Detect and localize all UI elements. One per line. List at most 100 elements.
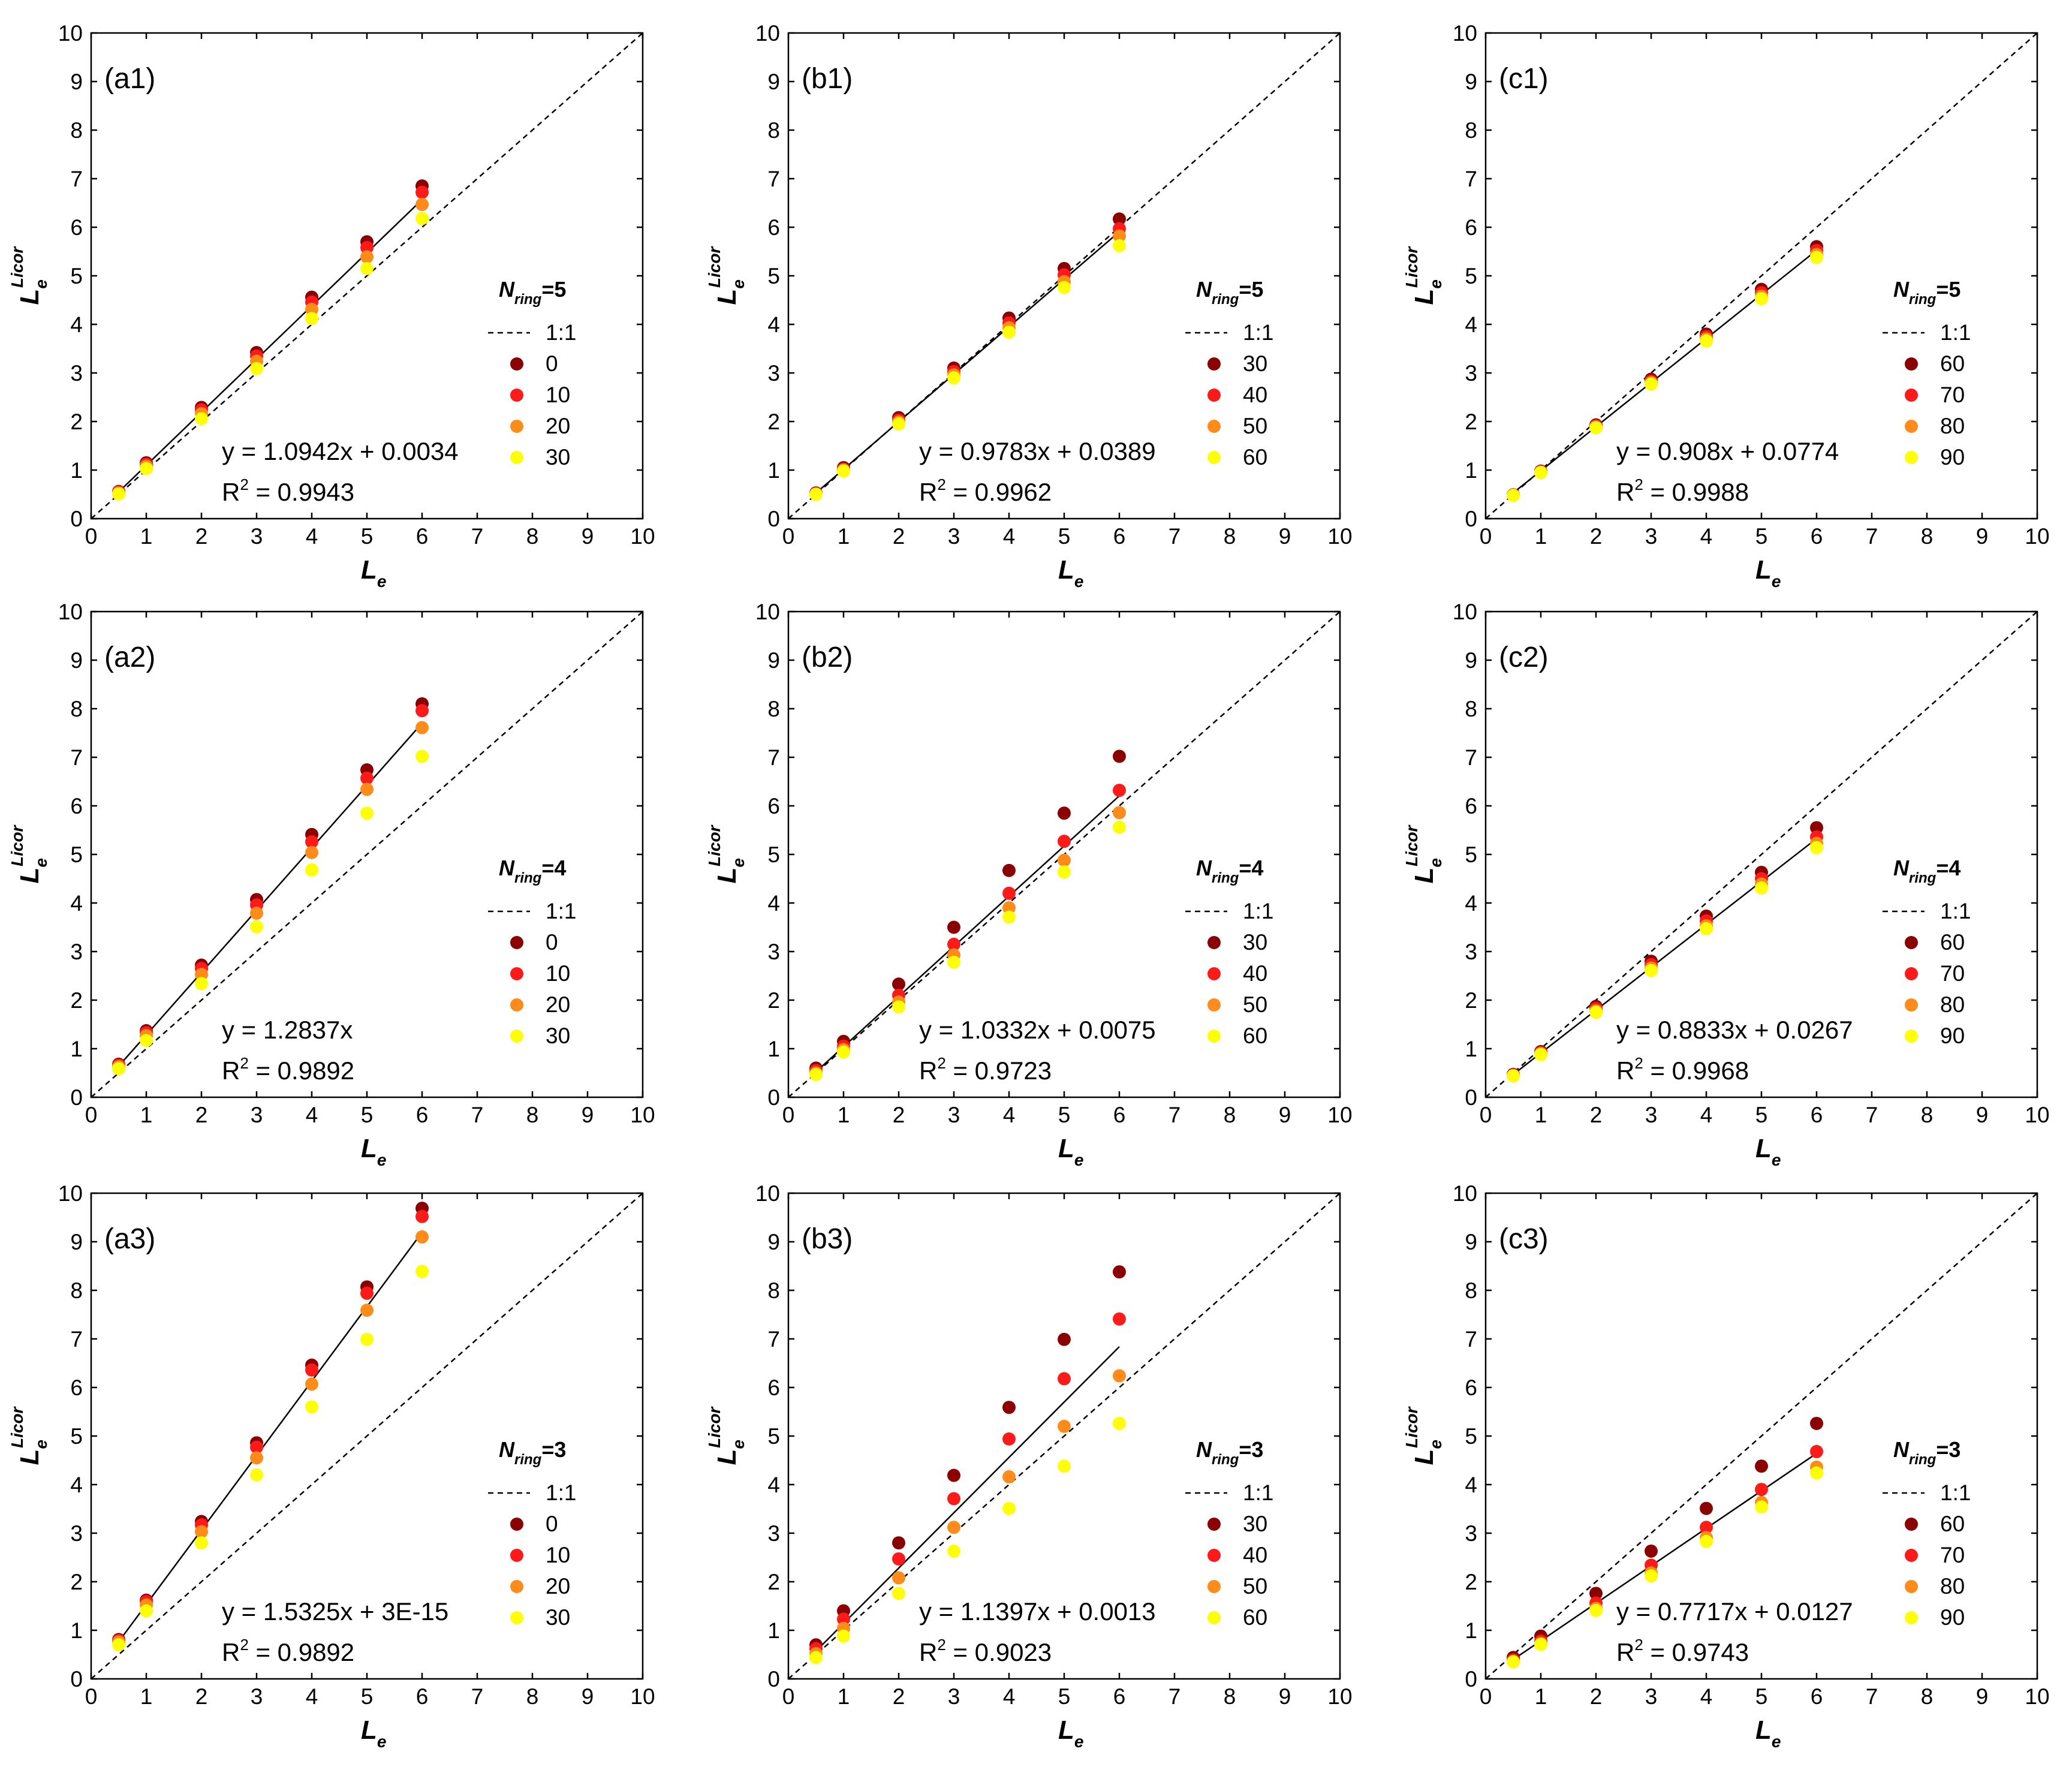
legend-identity-label: 1:1 [1940, 320, 1971, 345]
legend-marker-30 [510, 1030, 523, 1043]
x-axis-label: Le [1058, 555, 1083, 591]
x-tick-label: 1 [838, 524, 850, 549]
x-tick-label: 8 [1921, 1684, 1934, 1709]
legend-label: 20 [546, 992, 570, 1017]
x-tick-label: 8 [1921, 524, 1934, 549]
x-tick-label: 2 [1590, 1103, 1603, 1127]
y-axis-label-main: L [15, 868, 44, 884]
data-point-90 [1645, 964, 1658, 977]
data-point-30 [360, 806, 374, 820]
x-tick-label: 8 [1224, 1684, 1236, 1709]
data-point-40 [1002, 1432, 1016, 1446]
x-tick-label: 0 [1480, 1103, 1492, 1127]
x-axis-label-main: L [361, 1134, 377, 1163]
fit-r2-exponent: 2 [1634, 475, 1643, 493]
x-tick-label: 9 [1279, 524, 1291, 549]
legend-title-main: N [499, 277, 515, 302]
x-tick-label: 9 [1976, 524, 1989, 549]
y-tick-label: 7 [70, 745, 83, 770]
fit-equation: y = 0.908x + 0.0774 [1616, 437, 1839, 465]
x-axis-label-main: L [1058, 555, 1074, 585]
y-tick-label: 1 [1465, 1618, 1477, 1643]
fit-r2: R2 = 0.9743 [1616, 1636, 1749, 1666]
fit-equation: y = 1.0332x + 0.0075 [919, 1016, 1156, 1044]
x-tick-label: 7 [1866, 524, 1878, 549]
x-axis-label-sub: e [377, 1151, 387, 1169]
x-axis-label: Le [1755, 1715, 1781, 1751]
data-point-10 [415, 704, 429, 717]
data-point-90 [1507, 489, 1520, 502]
y-axis-label-sub: e [729, 279, 748, 289]
y-tick-label: 1 [767, 1037, 780, 1061]
legend-title-main: N [499, 1437, 515, 1462]
data-point-40 [1113, 1313, 1126, 1326]
data-point-20 [250, 1451, 263, 1464]
data-point-90 [1810, 841, 1823, 854]
data-point-90 [1589, 1604, 1603, 1617]
x-tick-label: 0 [85, 524, 98, 549]
data-point-30 [947, 1469, 960, 1482]
data-point-40 [947, 1492, 960, 1505]
data-point-30 [947, 921, 960, 934]
y-tick-label: 5 [70, 842, 83, 867]
x-tick-label: 3 [251, 1684, 263, 1709]
legend-label: 60 [1940, 930, 1965, 955]
fit-r2-exponent: 2 [1634, 1054, 1643, 1072]
fit-equation: y = 0.7717x + 0.0127 [1616, 1597, 1853, 1625]
x-tick-label: 1 [838, 1684, 850, 1709]
x-tick-label: 4 [1700, 1103, 1713, 1127]
legend-marker-40 [1207, 1549, 1221, 1562]
x-tick-label: 8 [1224, 524, 1236, 549]
x-axis-label: Le [1058, 1715, 1083, 1751]
x-tick-label: 1 [140, 1684, 153, 1709]
fit-r2: R2 = 0.9968 [1616, 1054, 1749, 1085]
x-tick-label: 5 [1058, 1684, 1071, 1709]
data-point-50 [1113, 1369, 1126, 1383]
x-tick-label: 1 [1535, 1684, 1547, 1709]
y-axis-label-sup: Licor [705, 1405, 724, 1448]
y-axis-label-main: L [1410, 289, 1439, 305]
y-tick-label: 0 [70, 1085, 83, 1110]
y-tick-label: 10 [755, 1181, 780, 1206]
fit-r2: R2 = 0.9892 [222, 1636, 354, 1666]
legend-marker-60 [1905, 936, 1918, 949]
data-point-30 [250, 362, 263, 375]
y-axis-label-sup: Licor [8, 824, 26, 866]
data-point-60 [1700, 1502, 1713, 1515]
y-tick-label: 1 [767, 1618, 780, 1643]
y-tick-label: 0 [1465, 1085, 1477, 1110]
legend-marker-70 [1905, 389, 1918, 402]
x-axis-label-sub: e [1074, 1732, 1084, 1751]
data-point-30 [1113, 1265, 1126, 1278]
data-point-30 [1058, 806, 1071, 820]
y-axis-label-sub: e [729, 1440, 748, 1449]
y-tick-label: 0 [1465, 507, 1477, 531]
data-point-30 [112, 1638, 125, 1651]
data-point-60 [837, 1046, 850, 1059]
x-tick-label: 1 [1535, 1103, 1547, 1127]
y-tick-label: 4 [1465, 1473, 1477, 1497]
y-tick-label: 9 [1465, 1230, 1477, 1254]
data-point-30 [250, 920, 263, 934]
x-tick-label: 0 [1480, 1684, 1492, 1709]
legend-label: 10 [546, 1543, 570, 1567]
fit-r2-exponent: 2 [240, 1054, 248, 1072]
y-tick-label: 9 [767, 1230, 780, 1254]
legend-label: 10 [546, 961, 570, 986]
x-tick-label: 2 [195, 524, 208, 549]
chart-panel-c2: 001122334455667788991010(c2)LeLeLicorNri… [1402, 600, 2050, 1169]
y-tick-label: 0 [1465, 1667, 1477, 1691]
fit-r2-value: = 0.9723 [946, 1056, 1052, 1085]
fit-r2-label: R [222, 478, 240, 506]
y-tick-label: 2 [767, 1570, 780, 1594]
legend-marker-30 [1207, 936, 1221, 949]
y-tick-label: 9 [1465, 648, 1477, 673]
legend-label: 10 [546, 383, 570, 407]
legend-label: 0 [546, 351, 558, 376]
x-axis-label-main: L [1755, 1715, 1772, 1745]
legend-marker-30 [1207, 357, 1221, 371]
data-point-90 [1755, 1500, 1768, 1513]
data-point-90 [1507, 1069, 1520, 1082]
x-axis-label-main: L [1058, 1715, 1074, 1745]
y-tick-label: 2 [1465, 1570, 1477, 1594]
